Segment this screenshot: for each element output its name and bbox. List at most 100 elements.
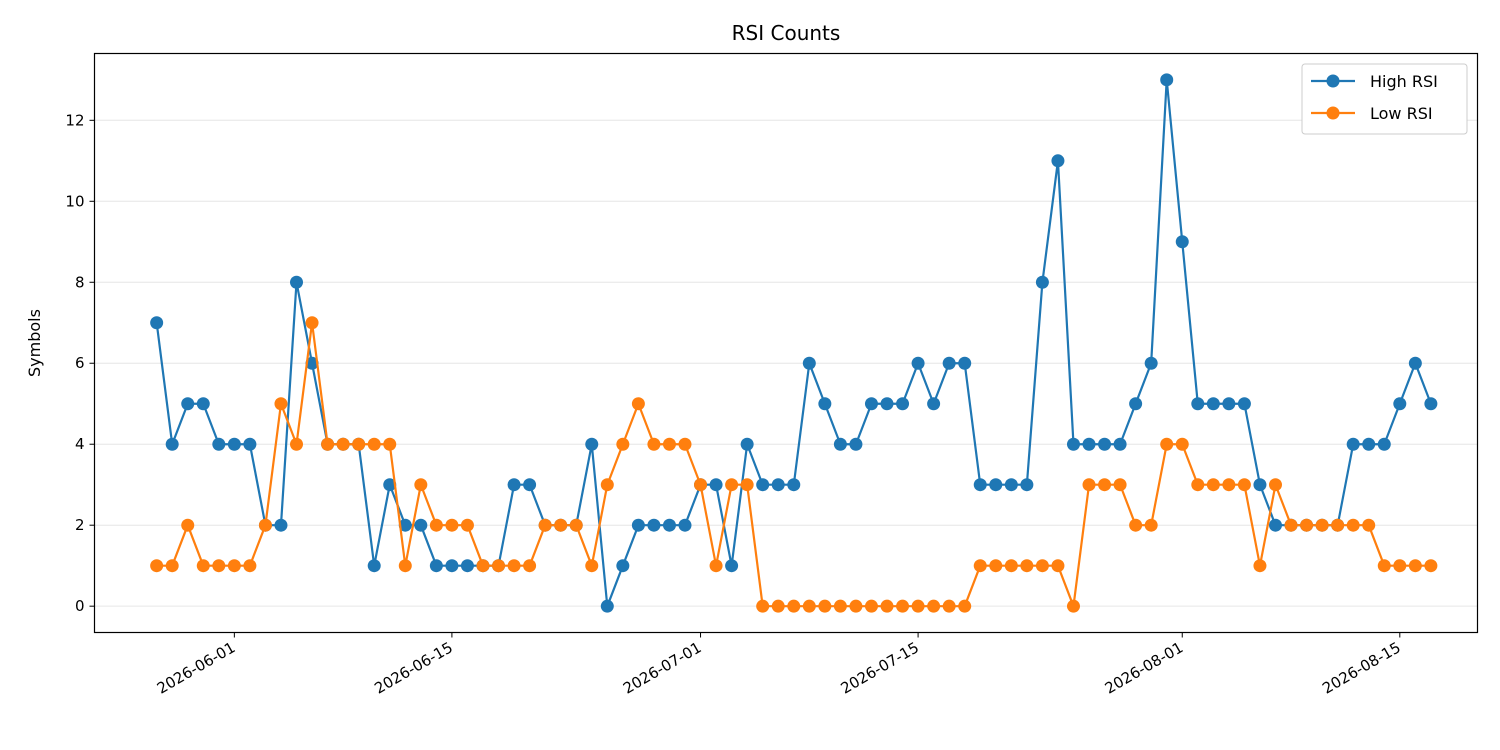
data-point-high-rsi xyxy=(1082,437,1096,451)
data-point-low-rsi xyxy=(554,518,568,532)
plot-area-frame xyxy=(93,52,1479,634)
data-point-high-rsi xyxy=(802,356,816,370)
data-point-low-rsi xyxy=(818,599,832,613)
data-point-low-rsi xyxy=(833,599,847,613)
series-line-low-rsi xyxy=(156,321,1431,608)
grid-lines xyxy=(94,119,1478,607)
data-point-low-rsi xyxy=(258,518,272,532)
data-point-high-rsi xyxy=(367,559,381,573)
data-point-high-rsi xyxy=(507,478,521,492)
data-point-low-rsi xyxy=(445,518,459,532)
data-point-low-rsi xyxy=(367,437,381,451)
data-point-low-rsi xyxy=(1066,599,1080,613)
data-point-low-rsi xyxy=(227,559,241,573)
legend-low-rsi-marker xyxy=(1326,106,1340,120)
data-point-high-rsi xyxy=(460,559,474,573)
data-point-low-rsi xyxy=(911,599,925,613)
data-point-high-rsi xyxy=(212,437,226,451)
data-point-high-rsi xyxy=(1035,275,1049,289)
data-point-high-rsi xyxy=(740,437,754,451)
data-point-high-rsi xyxy=(880,397,894,411)
data-point-low-rsi xyxy=(989,559,1003,573)
y-axis: 0 2 4 6 8 10 12 xyxy=(65,111,95,615)
data-point-high-rsi xyxy=(787,478,801,492)
data-point-low-rsi xyxy=(305,316,319,330)
data-point-low-rsi xyxy=(165,559,179,573)
data-point-low-rsi xyxy=(290,437,304,451)
x-tick-label: 2026-07-01 xyxy=(620,638,705,697)
x-tick-label: 2026-08-15 xyxy=(1319,638,1404,697)
data-point-low-rsi xyxy=(694,478,708,492)
data-point-low-rsi xyxy=(150,559,164,573)
data-point-low-rsi xyxy=(864,599,878,613)
data-point-low-rsi xyxy=(1393,559,1407,573)
data-point-low-rsi xyxy=(1331,518,1345,532)
data-point-high-rsi xyxy=(383,478,397,492)
data-point-high-rsi xyxy=(818,397,832,411)
data-point-high-rsi xyxy=(1408,356,1422,370)
data-point-low-rsi xyxy=(1408,559,1422,573)
data-point-high-rsi xyxy=(243,437,257,451)
data-point-high-rsi xyxy=(1020,478,1034,492)
data-point-low-rsi xyxy=(709,559,723,573)
data-point-high-rsi xyxy=(849,437,863,451)
data-point-high-rsi xyxy=(1175,235,1189,249)
data-point-low-rsi xyxy=(492,559,506,573)
data-point-low-rsi xyxy=(1129,518,1143,532)
data-point-high-rsi xyxy=(1268,518,1282,532)
data-point-low-rsi xyxy=(1362,518,1376,532)
data-point-high-rsi xyxy=(927,397,941,411)
chart-title: RSI Counts xyxy=(732,21,841,45)
data-point-low-rsi xyxy=(398,559,412,573)
data-point-low-rsi xyxy=(523,559,537,573)
series-line-high-rsi xyxy=(155,78,1432,608)
legend-high-rsi-label: High RSI xyxy=(1370,72,1438,91)
data-point-high-rsi xyxy=(1191,397,1205,411)
data-point-low-rsi xyxy=(1004,559,1018,573)
data-point-high-rsi xyxy=(523,478,537,492)
y-tick-label: 2 xyxy=(75,516,85,534)
x-tick-label: 2026-06-15 xyxy=(371,638,456,697)
y-tick-label: 8 xyxy=(75,273,85,291)
data-point-low-rsi xyxy=(1035,559,1049,573)
data-point-low-rsi xyxy=(569,518,583,532)
data-point-low-rsi xyxy=(181,518,195,532)
data-point-low-rsi xyxy=(321,437,335,451)
data-point-low-rsi xyxy=(725,478,739,492)
data-point-low-rsi xyxy=(1175,437,1189,451)
y-tick-label: 0 xyxy=(75,597,85,615)
data-point-low-rsi xyxy=(678,437,692,451)
data-point-high-rsi xyxy=(1222,397,1236,411)
data-point-high-rsi xyxy=(911,356,925,370)
data-point-low-rsi xyxy=(756,599,770,613)
data-point-low-rsi xyxy=(243,559,257,573)
data-point-high-rsi xyxy=(305,356,319,370)
data-point-low-rsi xyxy=(507,559,521,573)
x-tick-label: 2026-07-15 xyxy=(838,638,923,697)
data-point-high-rsi xyxy=(942,356,956,370)
data-point-high-rsi xyxy=(989,478,1003,492)
data-point-low-rsi xyxy=(771,599,785,613)
data-point-low-rsi xyxy=(1222,478,1236,492)
data-point-high-rsi xyxy=(1098,437,1112,451)
data-point-low-rsi xyxy=(1098,478,1112,492)
data-point-low-rsi xyxy=(1237,478,1251,492)
data-point-high-rsi xyxy=(1393,397,1407,411)
legend-high-rsi-marker xyxy=(1326,74,1340,88)
data-point-low-rsi xyxy=(631,397,645,411)
data-point-low-rsi xyxy=(616,437,630,451)
data-point-low-rsi xyxy=(942,599,956,613)
data-point-low-rsi xyxy=(1160,437,1174,451)
data-point-high-rsi xyxy=(181,397,195,411)
data-point-low-rsi xyxy=(927,599,941,613)
data-point-low-rsi xyxy=(429,518,443,532)
y-tick-label: 10 xyxy=(65,192,84,210)
data-point-low-rsi xyxy=(600,478,614,492)
data-point-high-rsi xyxy=(1113,437,1127,451)
data-point-high-rsi xyxy=(1004,478,1018,492)
data-point-low-rsi xyxy=(414,478,428,492)
data-point-high-rsi xyxy=(958,356,972,370)
data-point-low-rsi xyxy=(1191,478,1205,492)
data-point-high-rsi xyxy=(647,518,661,532)
data-point-high-rsi xyxy=(1377,437,1391,451)
